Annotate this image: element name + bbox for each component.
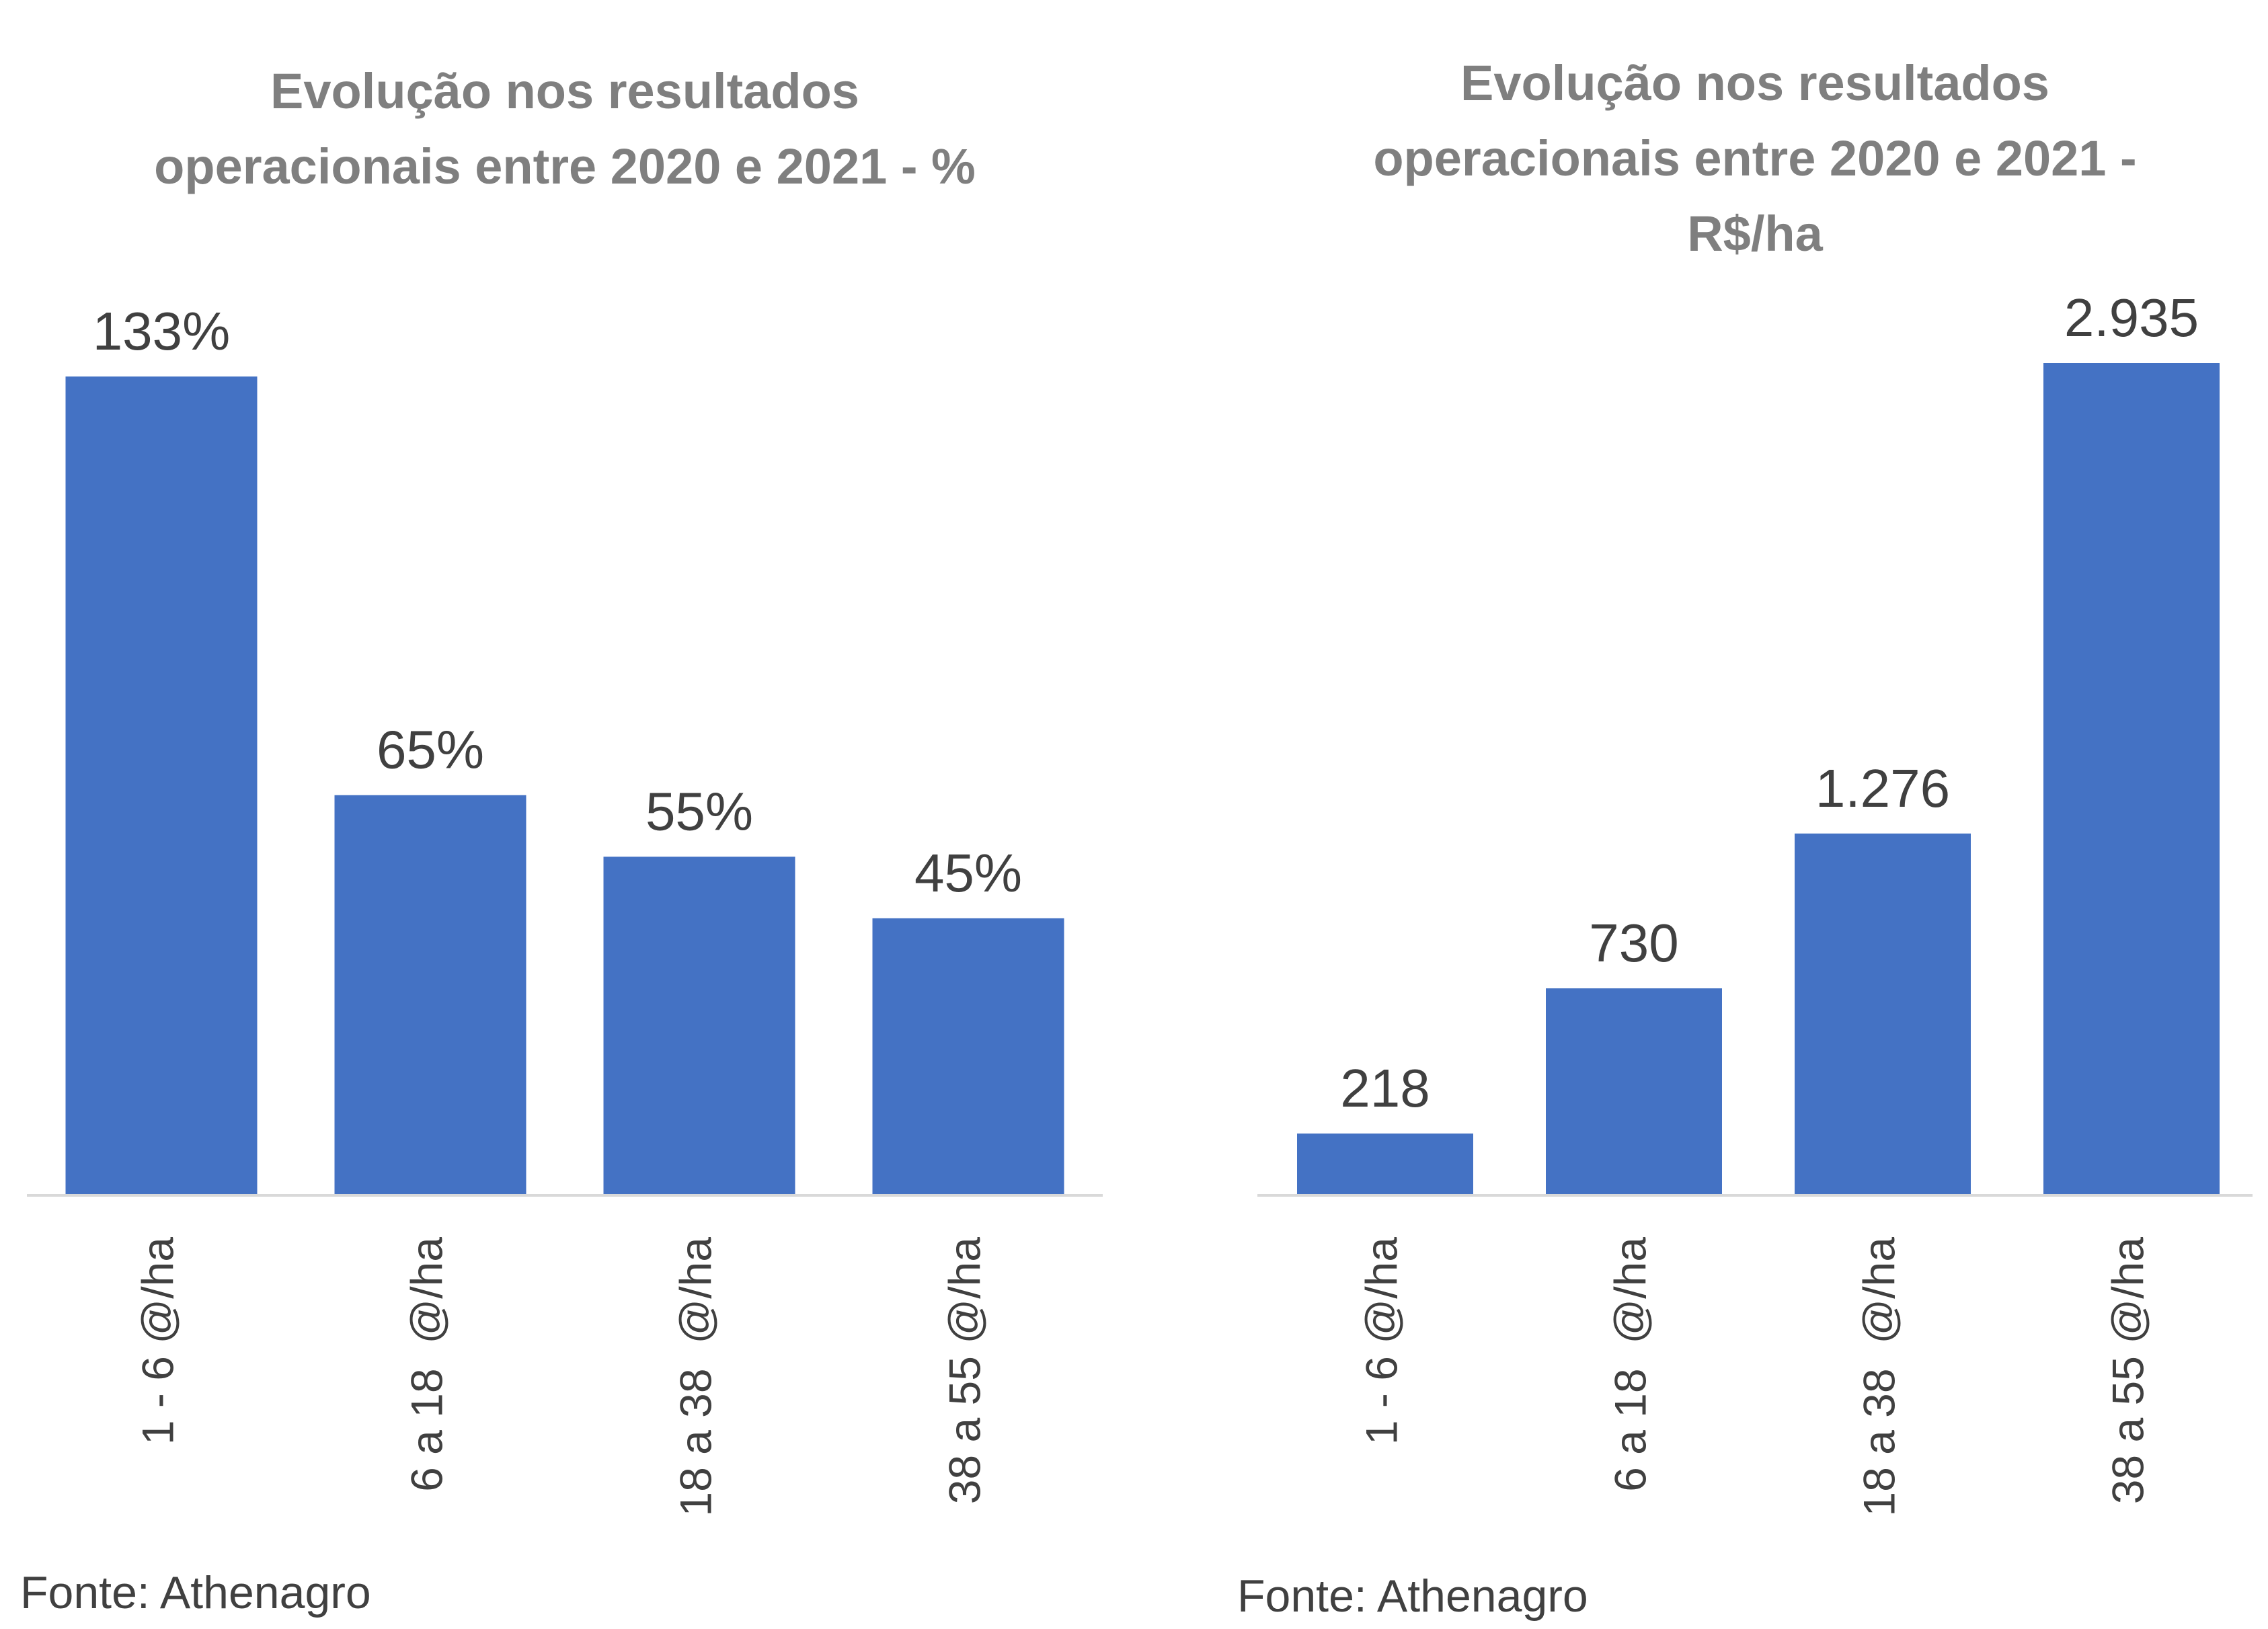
- bar-2: [334, 795, 526, 1195]
- chart-title: Evolução nos resultados operacionais ent…: [154, 63, 976, 194]
- chart-panel-percent: Evolução nos resultados operacionais ent…: [20, 63, 1103, 1618]
- data-label-3: 1.276: [1815, 758, 1950, 818]
- bar-4: [872, 918, 1064, 1195]
- data-label-2: 65%: [377, 720, 484, 780]
- bar-1: [65, 376, 258, 1195]
- bar-chart-rs-per-ha: 218 1 - 6 @/ha 730 6 a 18 @/ha 1.276 18 a 38 …: [1257, 288, 2253, 1517]
- tick-label-2: 6 a 18 @/ha: [1605, 1237, 1655, 1492]
- tick-label-4: 38 a 55 @/ha: [939, 1237, 989, 1505]
- tick-label-2: 6 a 18 @/ha: [401, 1237, 451, 1492]
- data-label-4: 45%: [914, 843, 1022, 903]
- data-label-4: 2.935: [2064, 288, 2199, 348]
- data-label-1: 133%: [93, 301, 231, 361]
- tick-label-3: 18 a 38 @/ha: [670, 1237, 720, 1517]
- data-label-2: 730: [1589, 913, 1678, 973]
- data-label-1: 218: [1340, 1058, 1430, 1118]
- tick-label-3: 18 a 38 @/ha: [1854, 1237, 1904, 1517]
- bar-3: [1795, 833, 1971, 1195]
- chart-title: Evolução nos resultados operacionais ent…: [1373, 55, 2137, 262]
- tick-label-1: 1 - 6 @/ha: [1356, 1237, 1406, 1445]
- source-note: Fonte: Athenagro: [1237, 1571, 1588, 1622]
- bar-3: [603, 857, 795, 1195]
- bar-chart-percent: 133% 1 - 6 @/ha 65% 6 a 18 @/ha 55% 18 a 38 @…: [27, 301, 1103, 1517]
- bar-4: [2043, 363, 2220, 1195]
- bar-2: [1546, 988, 1722, 1195]
- bar-1: [1297, 1134, 1473, 1195]
- source-note: Fonte: Athenagro: [20, 1567, 371, 1618]
- chart-panel-rs-per-ha: Evolução nos resultados operacionais ent…: [1217, 0, 2268, 1629]
- tick-label-4: 38 a 55 @/ha: [2103, 1237, 2152, 1505]
- tick-label-1: 1 - 6 @/ha: [132, 1237, 182, 1445]
- data-label-3: 55%: [646, 781, 753, 841]
